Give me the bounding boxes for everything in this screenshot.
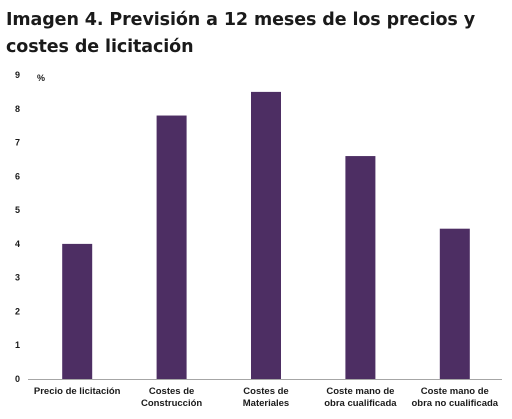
bar: [345, 156, 376, 379]
bar: [439, 228, 470, 379]
x-axis-labels: Precio de licitación Costes de Construcció…: [34, 386, 499, 409]
y-tick-label: 4: [15, 239, 20, 249]
bar: [251, 91, 281, 379]
y-tick-label: 3: [15, 273, 20, 283]
chart-title: Imagen 4. Previsión a 12 meses de los pr…: [6, 10, 476, 57]
x-category-label: Coste mano de obra no cualificada: [412, 386, 499, 409]
y-axis-ticks: 0 1 2 3 4 5 6 7 8 9: [15, 70, 20, 384]
bar: [156, 115, 187, 380]
y-unit-label: %: [37, 73, 45, 83]
x-category-label: Precio de licitación: [34, 386, 121, 397]
y-tick-label: 2: [15, 306, 20, 316]
bar: [62, 243, 93, 379]
y-tick-label: 9: [15, 70, 20, 80]
y-tick-label: 5: [15, 205, 20, 215]
bars: [62, 91, 470, 380]
x-category-label: Costes de Materiales: [243, 386, 289, 409]
x-category-label: Coste mano de obra cualificada: [324, 386, 397, 409]
y-tick-label: 0: [15, 374, 20, 384]
y-tick-label: 7: [15, 138, 20, 148]
y-tick-label: 1: [15, 340, 20, 350]
x-category-label: Costes de Construcción: [141, 386, 202, 409]
y-tick-label: 6: [15, 171, 20, 181]
y-tick-label: 8: [15, 104, 20, 114]
